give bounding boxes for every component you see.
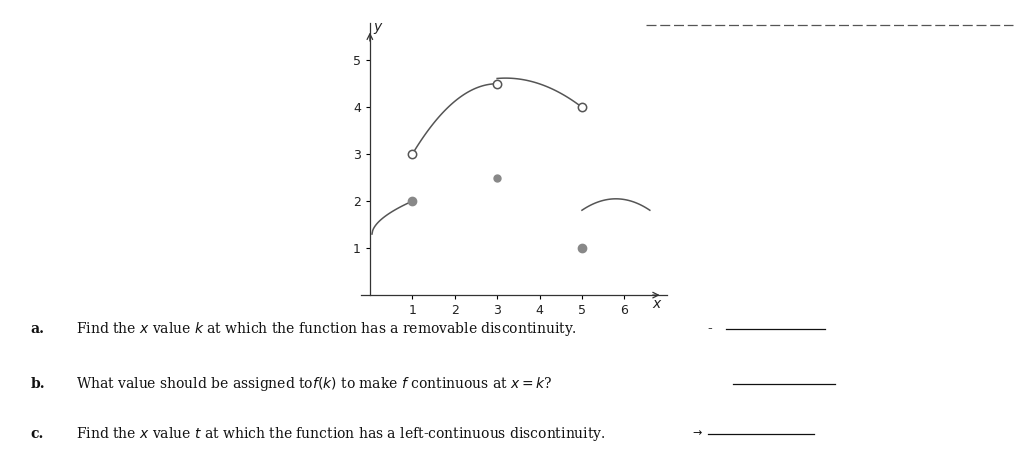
Text: Find the $x$ value $t$ at which the function has a left-continuous discontinuity: Find the $x$ value $t$ at which the func… <box>76 424 606 443</box>
Text: -: - <box>708 322 713 336</box>
Text: y: y <box>374 20 382 34</box>
Text: x: x <box>653 297 661 311</box>
Text: a.: a. <box>31 322 45 336</box>
Text: b.: b. <box>31 377 45 390</box>
Text: →: → <box>692 429 701 439</box>
Text: c.: c. <box>31 427 44 440</box>
Text: Find the $x$ value $k$ at which the function has a removable discontinuity.: Find the $x$ value $k$ at which the func… <box>76 320 577 338</box>
Text: What value should be assigned to$f(k)$ to make $f$ continuous at $x = k$?: What value should be assigned to$f(k)$ t… <box>76 375 553 393</box>
